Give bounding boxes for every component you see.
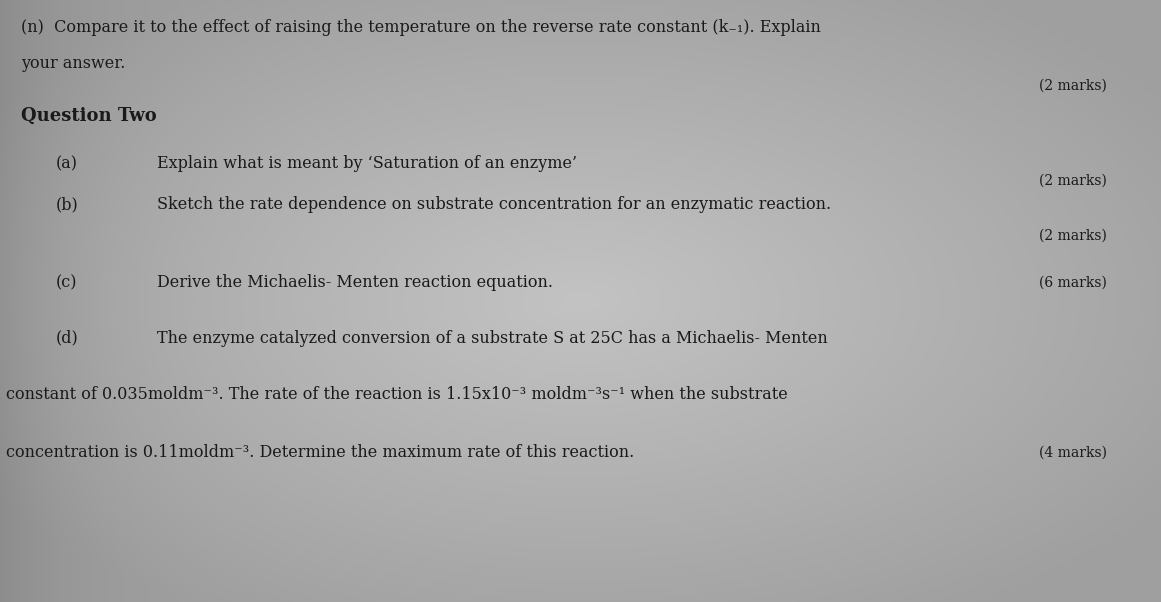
Text: (n)  Compare it to the effect of raising the temperature on the reverse rate con: (n) Compare it to the effect of raising … [21,19,821,36]
Text: (2 marks): (2 marks) [1039,78,1106,93]
Text: constant of 0.035moldm⁻³. The rate of the reaction is 1.15x10⁻³ moldm⁻³s⁻¹ when : constant of 0.035moldm⁻³. The rate of th… [6,386,787,403]
Text: (4 marks): (4 marks) [1039,445,1108,460]
Text: (d): (d) [56,330,79,347]
Text: (c): (c) [56,275,78,291]
Text: (2 marks): (2 marks) [1039,173,1106,188]
Text: (6 marks): (6 marks) [1039,276,1106,290]
Text: (a): (a) [56,155,78,172]
Text: (2 marks): (2 marks) [1039,229,1106,243]
Text: concentration is 0.11moldm⁻³. Determine the maximum rate of this reaction.: concentration is 0.11moldm⁻³. Determine … [6,444,634,461]
Text: The enzyme catalyzed conversion of a substrate S at 25C has a Michaelis- Menten: The enzyme catalyzed conversion of a sub… [157,330,828,347]
Text: your answer.: your answer. [21,55,125,72]
Text: Derive the Michaelis- Menten reaction equation.: Derive the Michaelis- Menten reaction eq… [157,275,553,291]
Text: Question Two: Question Two [21,107,157,125]
Text: (b): (b) [56,196,79,213]
Text: Explain what is meant by ‘Saturation of an enzyme’: Explain what is meant by ‘Saturation of … [157,155,577,172]
Text: Sketch the rate dependence on substrate concentration for an enzymatic reaction.: Sketch the rate dependence on substrate … [157,196,831,213]
